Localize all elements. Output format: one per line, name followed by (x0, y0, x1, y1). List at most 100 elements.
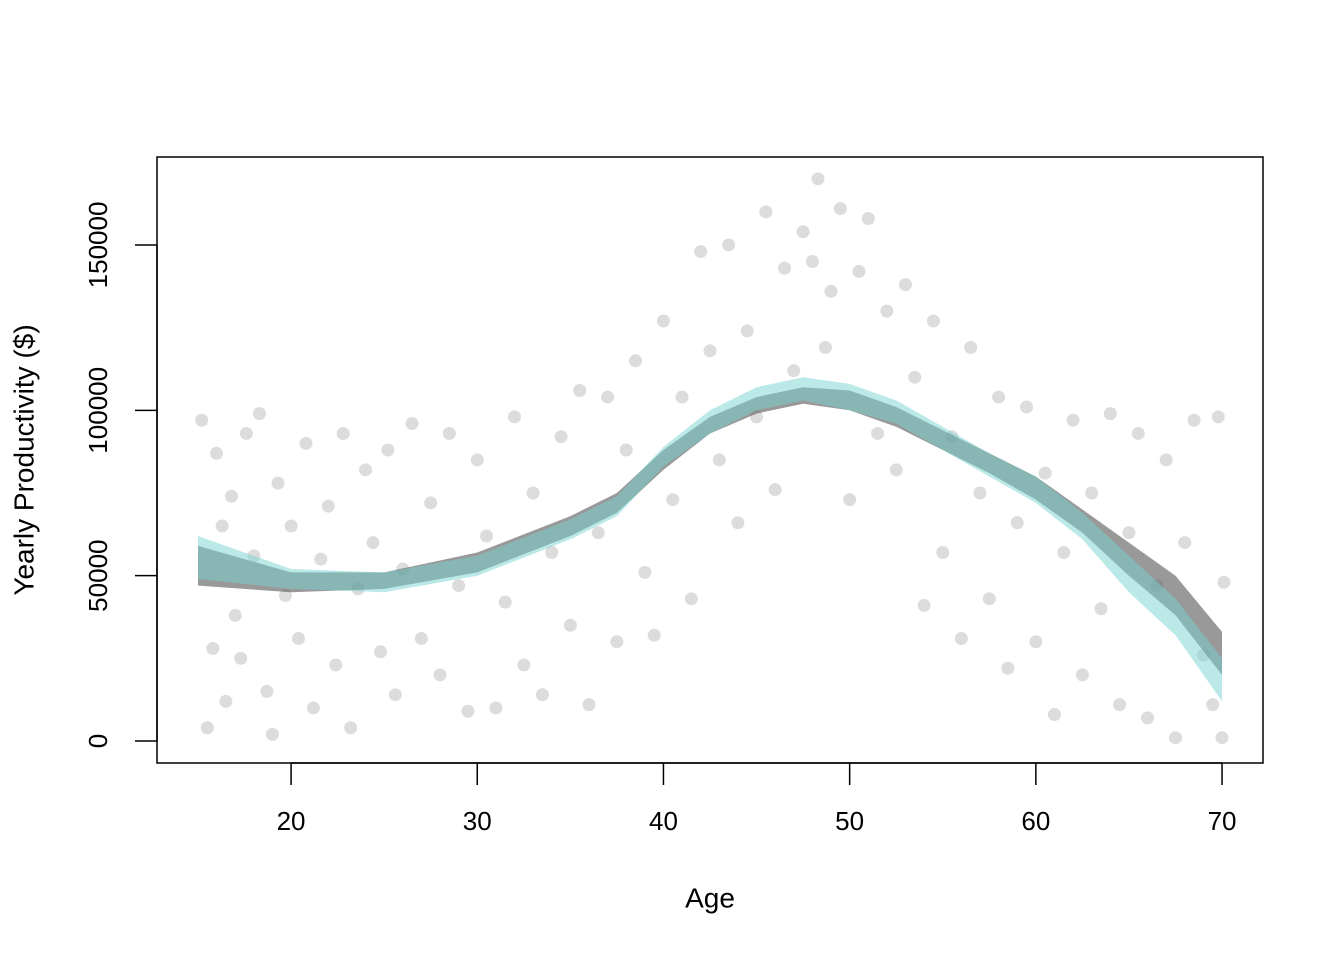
data-point (1217, 575, 1231, 589)
data-point (271, 476, 285, 490)
data-point (1211, 410, 1225, 424)
data-point (777, 261, 791, 275)
data-point (359, 463, 373, 477)
data-point (936, 546, 950, 560)
data-point (805, 254, 819, 268)
data-point (833, 202, 847, 216)
data-point (366, 536, 380, 550)
y-axis-label: Yearly Productivity ($) (8, 324, 39, 595)
data-point (1141, 711, 1155, 725)
data-point (470, 453, 484, 467)
data-point (195, 413, 209, 427)
data-point (535, 688, 549, 702)
data-point (973, 486, 987, 500)
data-point (219, 694, 233, 708)
data-point (666, 493, 680, 507)
data-point (1057, 546, 1071, 560)
data-point (982, 592, 996, 606)
data-point (442, 426, 456, 440)
data-point (1187, 413, 1201, 427)
data-point (1066, 413, 1080, 427)
data-point (200, 721, 214, 735)
data-point (373, 645, 387, 659)
data-point (405, 417, 419, 431)
y-tick-label: 100000 (83, 367, 113, 454)
plot-area (195, 172, 1231, 745)
data-point (684, 592, 698, 606)
y-tick-label: 50000 (83, 540, 113, 612)
data-point (1038, 466, 1052, 480)
data-point (675, 390, 689, 404)
data-point (712, 453, 726, 467)
x-tick-label: 20 (277, 806, 306, 836)
data-point (619, 443, 633, 457)
data-point (563, 618, 577, 632)
data-point (489, 701, 503, 715)
data-point (992, 390, 1006, 404)
data-point (498, 595, 512, 609)
data-point (228, 608, 242, 622)
x-tick-label: 30 (463, 806, 492, 836)
data-point (880, 304, 894, 318)
data-point (1001, 661, 1015, 675)
data-point (610, 635, 624, 649)
data-point (517, 658, 531, 672)
data-point (215, 519, 229, 533)
data-point (299, 436, 313, 450)
data-point (1029, 635, 1043, 649)
data-point (573, 383, 587, 397)
data-point (1103, 407, 1117, 421)
data-point (889, 463, 903, 477)
data-point (740, 324, 754, 338)
data-point (811, 172, 825, 186)
data-point (759, 205, 773, 219)
data-point (917, 598, 931, 612)
x-tick-label: 70 (1208, 806, 1237, 836)
y-tick-label: 150000 (83, 202, 113, 289)
data-point (871, 426, 885, 440)
data-point (1094, 602, 1108, 616)
data-point (824, 284, 838, 298)
data-point (954, 631, 968, 645)
data-point (1122, 526, 1136, 540)
data-point (480, 529, 494, 543)
data-point (1010, 516, 1024, 530)
data-point (278, 589, 292, 603)
data-point (284, 519, 298, 533)
data-point (388, 688, 402, 702)
data-point (414, 631, 428, 645)
data-point (292, 631, 306, 645)
x-tick-label: 60 (1021, 806, 1050, 836)
data-point (818, 340, 832, 354)
data-point (252, 407, 266, 421)
data-point (1178, 536, 1192, 550)
data-point (964, 340, 978, 354)
data-point (224, 489, 238, 503)
data-point (210, 446, 224, 460)
data-point (1215, 731, 1229, 745)
data-point (926, 314, 940, 328)
data-point (554, 430, 568, 444)
data-point (1168, 731, 1182, 745)
data-point (336, 426, 350, 440)
data-point (601, 390, 615, 404)
x-axis-label: Age (685, 882, 735, 913)
data-point (1085, 486, 1099, 500)
data-point (1075, 668, 1089, 682)
data-point (1020, 400, 1034, 414)
data-point (656, 314, 670, 328)
data-point (703, 344, 717, 358)
data-point (1206, 698, 1220, 712)
data-point (1047, 708, 1061, 722)
data-point (433, 668, 447, 682)
x-tick-label: 40 (649, 806, 678, 836)
data-point (796, 225, 810, 239)
data-point (787, 364, 801, 378)
data-point (908, 370, 922, 384)
data-point (722, 238, 736, 252)
data-point (852, 264, 866, 278)
data-point (1113, 698, 1127, 712)
